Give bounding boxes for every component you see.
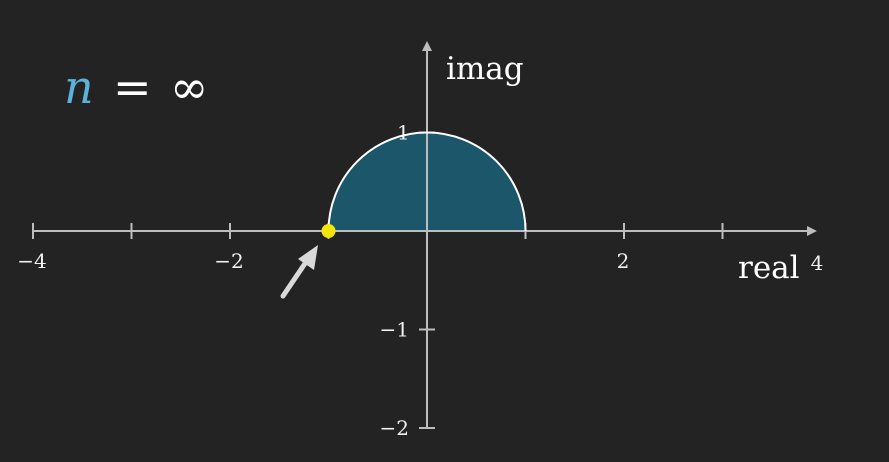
equation-variable: n [64, 60, 94, 114]
infinity-symbol: ∞ [170, 60, 208, 114]
real-axis-tick-labels: −4 −2 2 4 [17, 249, 823, 275]
pointer-arrow-head [298, 245, 318, 270]
real-axis-title: real [738, 250, 800, 286]
imag-axis-tick-label: −1 [380, 318, 409, 342]
real-axis-ticks [32, 223, 724, 239]
imag-axis-tick-labels: 1 −1 −2 [380, 121, 410, 441]
imag-axis-tick-label: 1 [397, 121, 410, 145]
real-axis-tick-label: −2 [214, 249, 243, 273]
pointer-arrow-shaft [280, 259, 309, 299]
imag-axis-tick-label: −2 [380, 416, 409, 440]
pointer-arrow-icon [280, 245, 318, 299]
real-axis-tick-label: 4 [811, 251, 824, 275]
highlighted-point [321, 224, 336, 238]
real-axis-tick-label: 2 [617, 249, 630, 273]
half-circle-outline [327, 131, 527, 232]
imag-axis-title: imag [446, 51, 524, 87]
equation-operator: = [113, 60, 152, 114]
real-axis-tick-label: −4 [17, 249, 46, 273]
equation-label: n = ∞ [64, 60, 208, 114]
